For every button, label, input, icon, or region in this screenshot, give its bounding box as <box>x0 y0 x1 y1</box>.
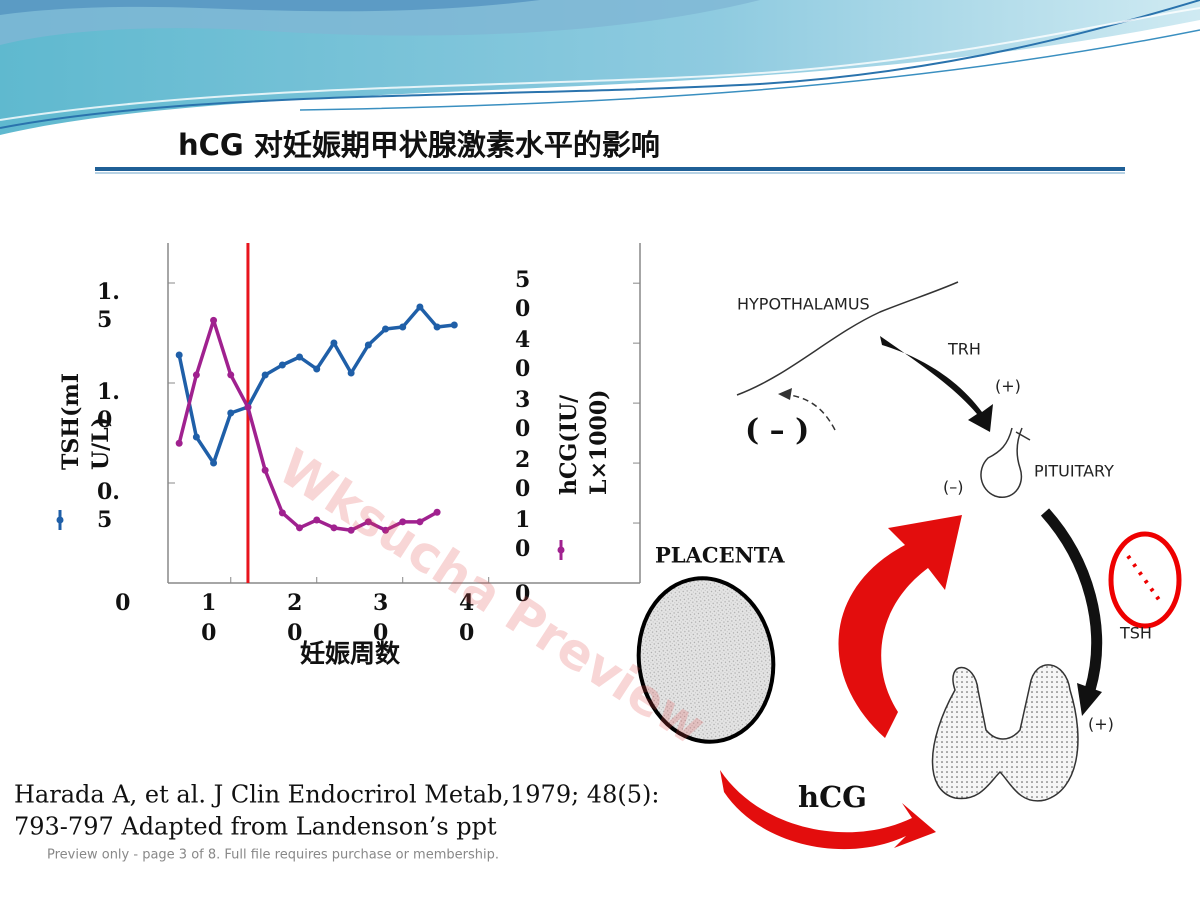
data-point <box>210 316 218 324</box>
x-tick-label: 0 <box>115 590 130 616</box>
data-point <box>296 524 304 532</box>
data-point <box>416 303 424 311</box>
diagram-label: PLACENTA <box>655 543 785 568</box>
data-point <box>433 323 441 331</box>
data-point <box>244 403 252 411</box>
wave <box>0 0 760 45</box>
pituitary-shape <box>980 427 1031 499</box>
diagram-label: (+) <box>995 377 1021 396</box>
diagram-label: ( – ) <box>745 413 809 448</box>
data-point <box>192 371 200 379</box>
tsh-arrow <box>1040 508 1103 692</box>
data-point <box>227 409 235 417</box>
data-point <box>433 508 441 516</box>
data-point <box>364 518 372 526</box>
data-point <box>347 369 355 377</box>
data-point <box>261 371 269 379</box>
diagram-label: (+) <box>1088 715 1114 734</box>
placenta-shape <box>636 576 776 744</box>
slide-title: hCG 对妊娠期甲状腺激素水平的影响 <box>178 128 660 162</box>
wave <box>0 0 540 15</box>
thyroid-shape <box>931 664 1079 802</box>
thyroid-diagram: HYPOTHALAMUS TRH (+) ( – ) (–) PITUITARY… <box>636 270 1182 850</box>
data-point <box>347 526 355 534</box>
y2-axis-label: hCG(IU/L×1000) <box>556 389 612 495</box>
y-tick-label: 0. 5 <box>97 479 120 533</box>
diagram-label: TRH <box>947 340 981 359</box>
data-point <box>227 371 235 379</box>
data-point <box>382 526 390 534</box>
series-line <box>177 305 455 465</box>
diagram-label: hCG <box>798 780 867 814</box>
data-point <box>382 325 390 333</box>
data-point <box>450 321 458 329</box>
series-line <box>177 318 438 532</box>
y-tick-label: 1. 0 <box>97 379 120 433</box>
citation: 793-797 Adapted from Landenson’s ppt <box>14 813 497 841</box>
legend-marker <box>557 546 565 554</box>
wave <box>0 0 1200 135</box>
trh-arrow <box>880 336 993 432</box>
x-axis-label: 妊娠周数 <box>300 639 401 668</box>
data-point <box>416 518 424 526</box>
data-point <box>399 518 407 526</box>
data-point <box>364 341 372 349</box>
y-axis-label: TSH(mI U/L) <box>58 373 114 470</box>
data-point <box>399 323 407 331</box>
data-point <box>313 365 321 373</box>
data-point <box>278 361 286 369</box>
footer: Preview only - page 3 of 8. Full file re… <box>47 848 499 863</box>
data-point <box>278 509 286 517</box>
citation: Harada A, et al. J Clin Endocrirol Metab… <box>14 781 659 809</box>
y-tick-label: 1. 5 <box>97 279 120 333</box>
y2-tick-label: 0 <box>515 581 530 607</box>
diagram-label: TSH <box>1119 624 1152 643</box>
data-point <box>313 516 321 524</box>
data-point <box>175 439 183 447</box>
watermark: Wksucha Preview <box>268 438 715 756</box>
hypothalamus-outline <box>736 281 959 396</box>
wave-line <box>0 0 1200 129</box>
data-point <box>210 459 218 467</box>
arrow-head <box>778 388 792 400</box>
data-point <box>330 339 338 347</box>
diagram-label: (–) <box>943 478 963 497</box>
hcg-arrow <box>838 515 962 738</box>
tsh-highlight <box>1108 531 1182 629</box>
data-point <box>261 466 269 474</box>
diagram-label: HYPOTHALAMUS <box>737 295 870 314</box>
diagram-label: PITUITARY <box>1034 462 1114 481</box>
wave-line <box>299 29 1200 111</box>
data-point <box>175 351 183 359</box>
arrow-head <box>1077 683 1102 716</box>
wave-line <box>0 7 1200 121</box>
data-point <box>192 433 200 441</box>
hcg-arrow <box>720 770 936 850</box>
data-point <box>296 353 304 361</box>
data-point <box>330 524 338 532</box>
legend-marker <box>56 516 64 524</box>
